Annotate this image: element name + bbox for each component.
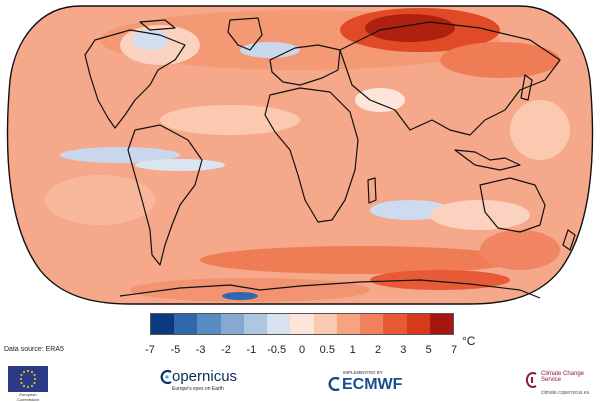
greenland-outline [227,17,263,51]
ecmwf-mark-icon [328,377,340,391]
ecmwf-logo: IMPLEMENTED BY ECMWF [325,370,420,396]
data-source-label: Data source: ERA5 [4,346,64,353]
eu-logo: European Commission [8,366,48,402]
colorbar-unit: °C [462,334,476,348]
colorbar-swatch [220,314,244,334]
anomaly-patch [240,42,300,58]
indonesia-outline [454,149,521,171]
copernicus-c-icon [160,369,172,385]
colorbar-swatch [406,314,430,334]
anomaly-patch [135,159,225,171]
ecmwf-implemented-by: IMPLEMENTED BY [343,370,383,375]
colorbar-tick-label: 7 [450,344,458,356]
colorbar-swatch [174,314,198,334]
globe-border [6,5,594,305]
anomaly-patch [60,147,180,163]
arctic-islands-outline [139,19,176,31]
anomaly-patch [355,88,405,112]
c3s-url: climate.copernicus.eu [541,390,590,396]
colorbar-swatch [313,314,337,334]
eu-flag-icon [8,366,48,392]
anomaly-patch [440,42,560,78]
colorbar-tick-label: 5 [425,344,432,356]
new-zealand-outline [562,229,576,251]
copernicus-name: opernicus [172,368,238,385]
anomaly-patch [480,230,560,270]
colorbar-tick-label: 2 [374,344,382,356]
antarctica-outline [119,279,541,299]
colorbar-swatch [336,314,361,334]
c3s-name: Climate Change Service [541,371,585,383]
asia-outline [339,21,561,136]
ecmwf-name: ECMWF [342,376,403,393]
europe-outline [269,44,341,86]
japan-outline [520,74,533,101]
eu-logo-text: European Commission [16,392,39,402]
anomaly-map [6,5,594,305]
colorbar-tick-label: -1 [246,344,257,356]
colorbar-tick-label: -0.5 [267,344,287,356]
colorbar-tick-label: -2 [221,344,231,356]
anomaly-patch [510,100,570,160]
colorbar-swatch [429,314,454,334]
anomaly-patch [45,175,155,225]
colorbar-tick-label: 0 [298,344,306,356]
anomaly-patch [222,292,258,300]
colorbar-tick-label: -5 [170,344,181,356]
colorbar-tick-label: 0.5 [319,344,335,356]
globe-fill [7,6,593,304]
colorbar-tick-label: 1 [349,344,356,356]
anomaly-patch [365,14,455,42]
colorbar-swatch [267,314,291,334]
colorbar-swatch [360,314,384,334]
anomaly-patch [160,105,300,135]
colorbar-swatch [197,314,221,334]
africa-outline [264,87,359,223]
colorbar-swatch [383,314,407,334]
anomaly-patch [130,278,370,302]
coastlines [84,17,576,299]
anomaly-patch [200,246,520,274]
colorbar-tick-label: -3 [195,344,206,356]
colorbar-swatch [243,314,268,334]
colorbar [150,313,454,335]
north-america-outline [84,29,186,129]
copernicus-tagline: Europe's eyes on Earth [172,386,224,392]
colorbar-swatch [290,314,314,334]
australia-outline [479,177,546,233]
madagascar-outline [367,177,377,204]
anomaly-patch [370,270,510,290]
colorbar-tick-label: 3 [400,344,407,356]
anomaly-patch [430,200,530,230]
south-america-outline [127,124,203,266]
copernicus-logo: opernicus Europe's eyes on Earth [160,368,240,398]
colorbar-swatch [151,314,175,334]
colorbar-tick-label: -7 [145,344,155,356]
c3s-mark-icon [525,372,537,388]
c3s-logo: Climate Change Service climate.copernicu… [525,368,600,398]
